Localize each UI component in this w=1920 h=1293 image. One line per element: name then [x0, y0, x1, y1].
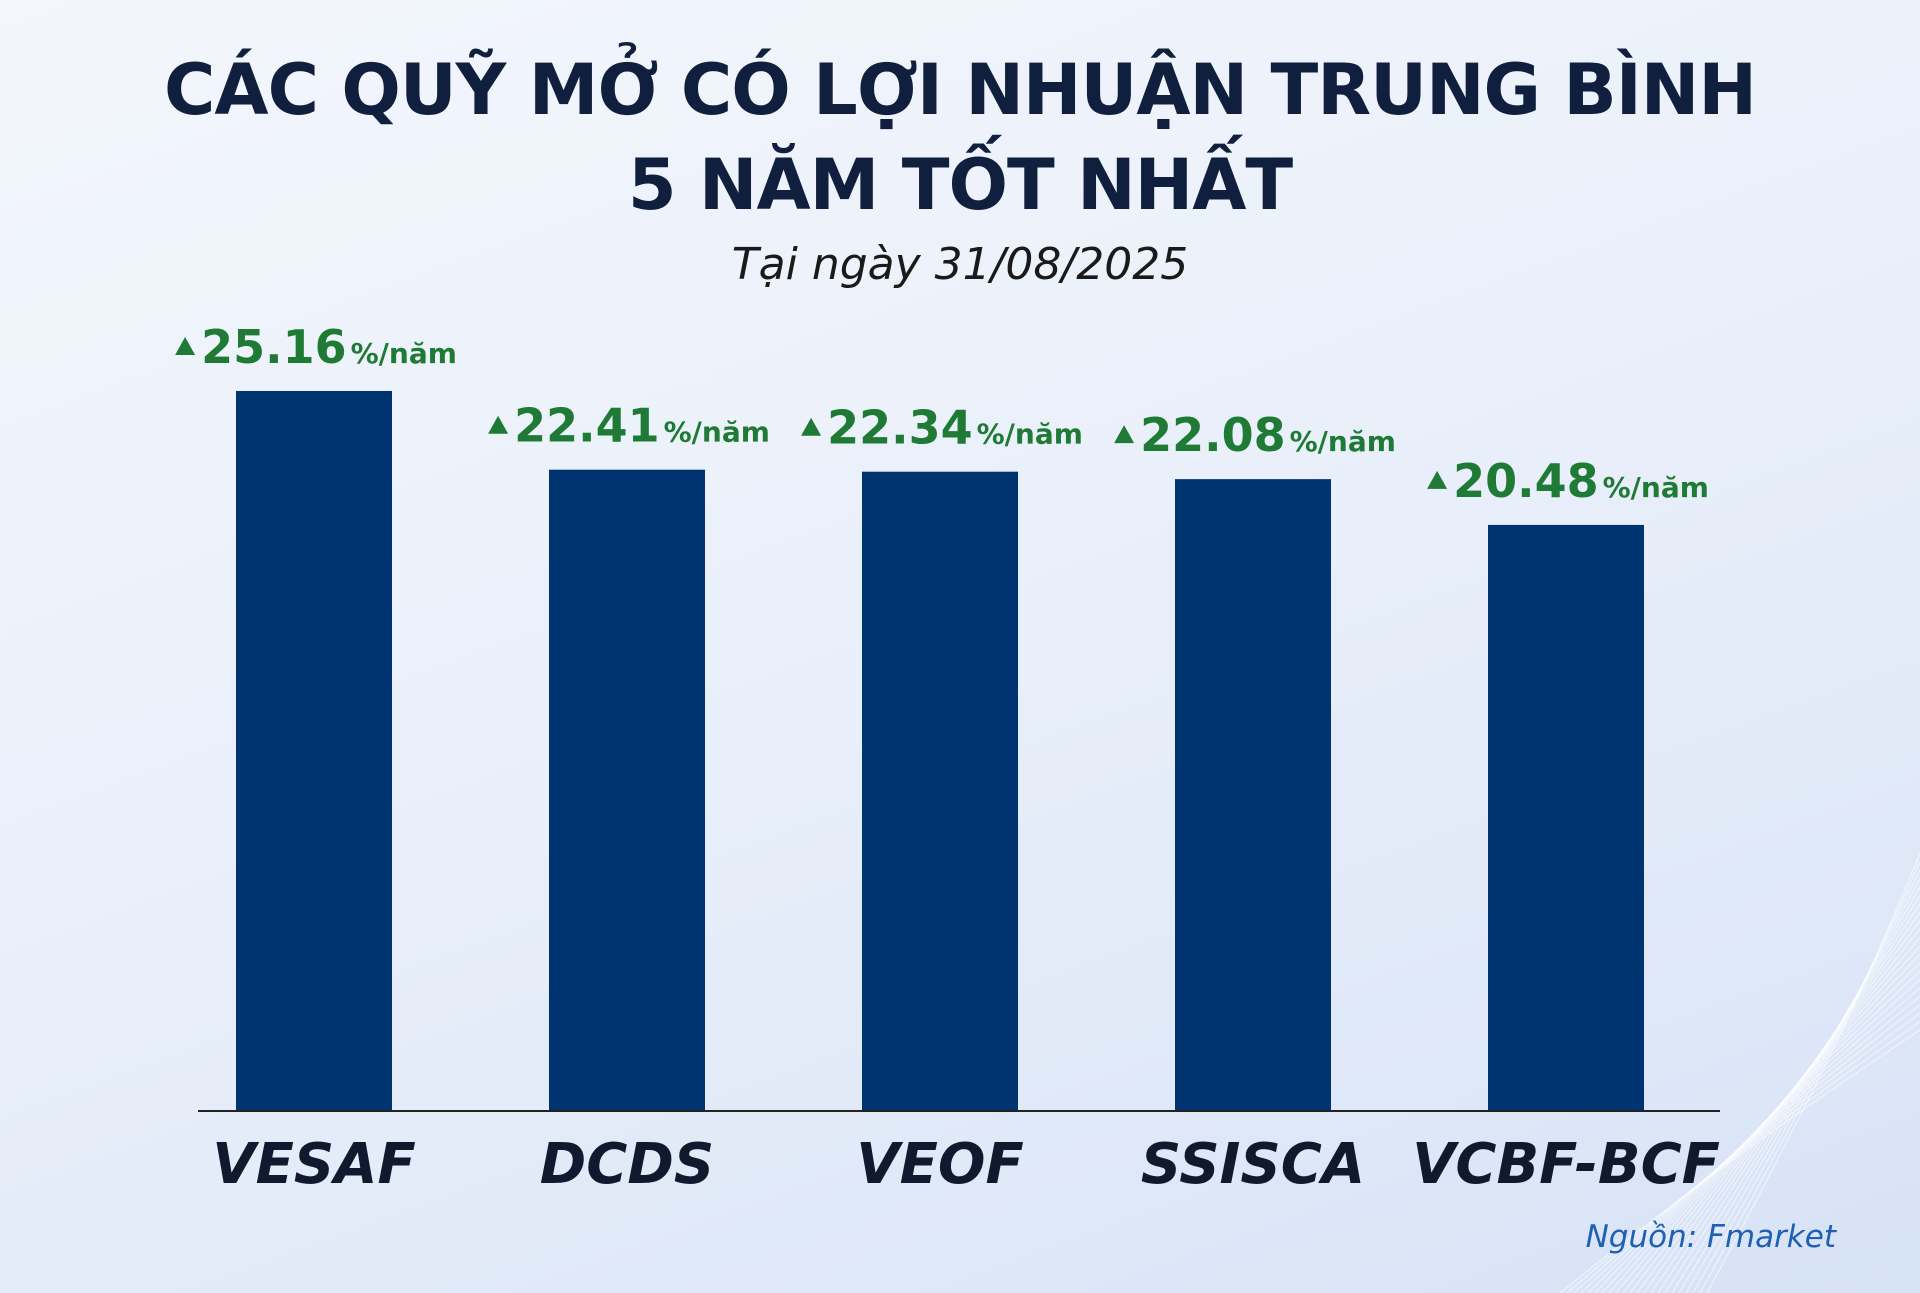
value-number: 20.48 [1453, 454, 1599, 508]
bar-vesaf [236, 391, 392, 1111]
bar-ssisca [1175, 479, 1331, 1111]
data-label-vcbf-bcf: 20.48 %/năm [1427, 454, 1709, 508]
category-label: VESAF [212, 1132, 416, 1197]
data-label-veof: 22.34 %/năm [801, 401, 1083, 455]
data-label-dcds: 22.41 %/năm [488, 399, 770, 453]
source-note: Nguồn: Fmarket [1585, 1219, 1836, 1255]
wave-line [1678, 886, 1920, 1293]
value-label: 22.34 %/năm [827, 401, 1083, 455]
wave-line [1692, 870, 1920, 1293]
category-label: DCDS [540, 1132, 714, 1197]
wave-line [1664, 903, 1920, 1293]
up-arrow-icon [801, 417, 822, 436]
value-label: 22.41 %/năm [514, 399, 770, 453]
value-number: 22.41 [514, 399, 660, 453]
value-label: 22.08 %/năm [1140, 408, 1396, 462]
chart-title-line2: 5 NĂM TỐT NHẤT [627, 144, 1293, 226]
data-label-vesaf: 25.16 %/năm [175, 320, 457, 374]
category-label: SSISCA [1141, 1132, 1365, 1197]
up-arrow-icon [1114, 425, 1135, 444]
value-label: 20.48 %/năm [1453, 454, 1709, 508]
up-arrow-icon [175, 337, 196, 355]
category-label: VEOF [856, 1132, 1023, 1197]
value-number: 25.16 [201, 320, 347, 374]
bar-veof [862, 471, 1018, 1111]
value-number: 22.34 [827, 401, 973, 455]
wave-line [1685, 878, 1920, 1293]
bar-vcbf-bcf [1488, 524, 1644, 1111]
up-arrow-icon [1427, 470, 1448, 489]
bar-dcds [549, 469, 705, 1111]
wave-line [1699, 861, 1920, 1293]
wave-line [1706, 853, 1920, 1293]
bars-group [236, 391, 1644, 1111]
value-label: 25.16 %/năm [201, 320, 457, 374]
chart-subtitle: Tại ngày 31/08/2025 [731, 239, 1189, 290]
value-unit: %/năm [1290, 425, 1396, 458]
wave-line [1657, 912, 1920, 1293]
value-unit: %/năm [977, 418, 1083, 451]
up-arrow-icon [488, 415, 509, 434]
value-unit: %/năm [1603, 471, 1709, 504]
value-unit: %/năm [664, 416, 770, 449]
value-unit: %/năm [351, 337, 457, 370]
category-label: VCBF-BCF [1412, 1132, 1720, 1197]
wave-line [1671, 895, 1920, 1293]
value-number: 22.08 [1140, 408, 1286, 462]
data-label-ssisca: 22.08 %/năm [1114, 408, 1396, 462]
wave-decoration [1559, 853, 1920, 1293]
chart-title: CÁC QUỸ MỞ CÓ LỢI NHUẬN TRUNG BÌNH [164, 49, 1757, 131]
